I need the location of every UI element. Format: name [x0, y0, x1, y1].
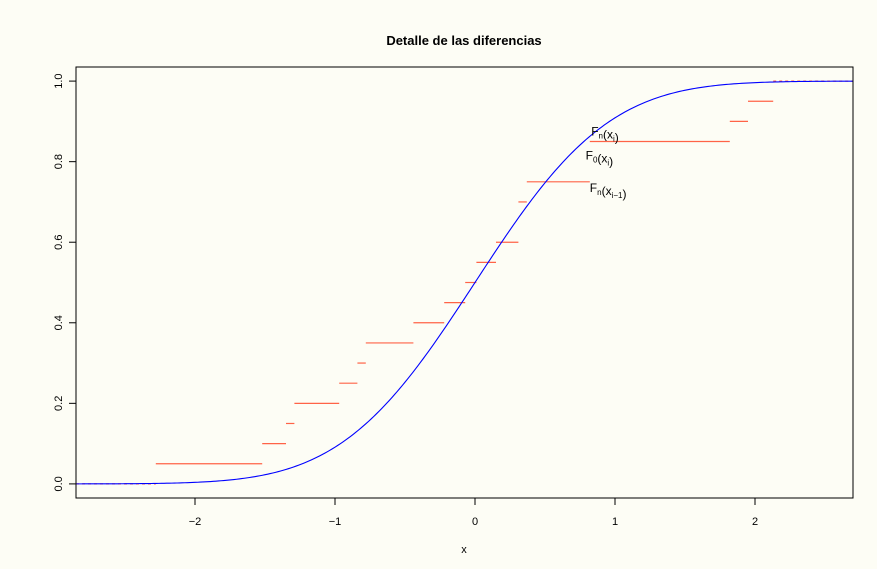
x-tick-label: −1	[329, 516, 342, 528]
annotation-0: Fn(xi)	[591, 124, 619, 144]
y-tick-label: 0.6	[53, 235, 65, 250]
x-tick-label: 0	[472, 516, 478, 528]
y-tick-label: 0.2	[53, 396, 65, 411]
plot-frame	[75, 66, 854, 499]
y-axis: 0.0 0.2 0.4 0.6 0.8 1.0	[53, 73, 77, 492]
x-tick-label: −2	[189, 516, 202, 528]
x-axis: −2 −1 0 1 2	[189, 497, 758, 528]
annotation-1: F0(xi)	[586, 149, 614, 169]
y-tick-label: 0.4	[53, 315, 65, 330]
cdf-curve	[76, 80, 853, 485]
annotations: Fn(xi) F0(xi) Fn(xi−1)	[586, 124, 627, 200]
chart-title: Detalle de las diferencias	[386, 33, 541, 48]
y-tick-label: 0.8	[53, 154, 65, 169]
x-axis-label: x	[461, 544, 467, 556]
plot-area	[76, 80, 853, 485]
x-tick-label: 1	[612, 516, 618, 528]
annotation-2: Fn(xi−1)	[590, 181, 627, 201]
x-tick-label: 2	[752, 516, 758, 528]
y-tick-label: 1.0	[53, 73, 65, 88]
y-tick-label: 0.0	[53, 476, 65, 491]
